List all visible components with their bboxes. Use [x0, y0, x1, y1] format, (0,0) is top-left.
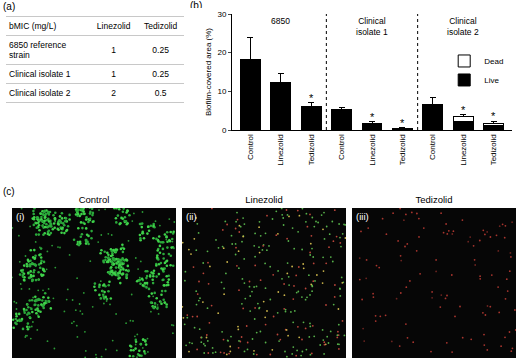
html-text:(b): (b)	[190, 0, 203, 11]
svg-text:*: *	[491, 110, 496, 122]
svg-text:Biofilm-covered area (%): Biofilm-covered area (%)	[204, 28, 213, 116]
svg-text:10: 10	[217, 87, 226, 96]
svg-text:(i): (i)	[16, 211, 24, 222]
svg-text:(ii): (ii)	[186, 211, 197, 222]
html-text:Clinical isolate 1: Clinical isolate 1	[9, 69, 71, 79]
svg-text:Clinicalisolate 2: Clinicalisolate 2	[447, 16, 479, 37]
html-text:Tedizolid: Tedizolid	[415, 194, 453, 205]
svg-text:Control: Control	[428, 134, 437, 160]
svg-text:20: 20	[217, 48, 226, 57]
svg-text:6850: 6850	[271, 16, 290, 26]
html-text:0.25: 0.25	[152, 45, 169, 55]
svg-text:0: 0	[222, 126, 227, 135]
html-text:bMIC (mg/L): bMIC (mg/L)	[9, 21, 57, 31]
svg-text:Tedizolid: Tedizolid	[398, 134, 407, 165]
svg-text:Control: Control	[337, 134, 346, 160]
html-text:(c): (c)	[3, 186, 15, 197]
svg-text:Clinicalisolate 1: Clinicalisolate 1	[356, 16, 388, 37]
html-text:Control: Control	[78, 194, 110, 205]
svg-text:(iii): (iii)	[356, 211, 369, 222]
svg-text:30: 30	[217, 10, 226, 19]
svg-text:*: *	[400, 117, 405, 129]
html-text:6850 reference strain: 6850 reference strain	[9, 40, 67, 60]
svg-text:Tedizolid: Tedizolid	[307, 134, 316, 165]
svg-text:Dead: Dead	[484, 57, 503, 66]
svg-text:Linezolid: Linezolid	[276, 134, 285, 166]
svg-text:*: *	[461, 104, 466, 116]
svg-text:Tedizolid: Tedizolid	[489, 134, 498, 165]
html-text:1: 1	[111, 69, 116, 79]
html-text:0.5: 0.5	[154, 88, 167, 98]
svg-text:*: *	[370, 111, 375, 123]
html-text:Tedizolid: Tedizolid	[144, 21, 178, 31]
html-text:2: 2	[111, 88, 116, 98]
html-text:Clinical isolate 2: Clinical isolate 2	[9, 88, 71, 98]
html-text:1: 1	[111, 45, 116, 55]
svg-text:Linezolid: Linezolid	[459, 134, 468, 166]
html-text:(a): (a)	[3, 1, 16, 12]
svg-text:Live: Live	[484, 76, 499, 85]
html-text:0.25: 0.25	[152, 69, 169, 79]
html-text:Linezolid: Linezolid	[245, 194, 283, 205]
svg-text:Control: Control	[246, 134, 255, 160]
svg-text:Linezolid: Linezolid	[368, 134, 377, 166]
html-text:Linezolid: Linezolid	[96, 21, 131, 31]
svg-text:*: *	[309, 92, 314, 104]
